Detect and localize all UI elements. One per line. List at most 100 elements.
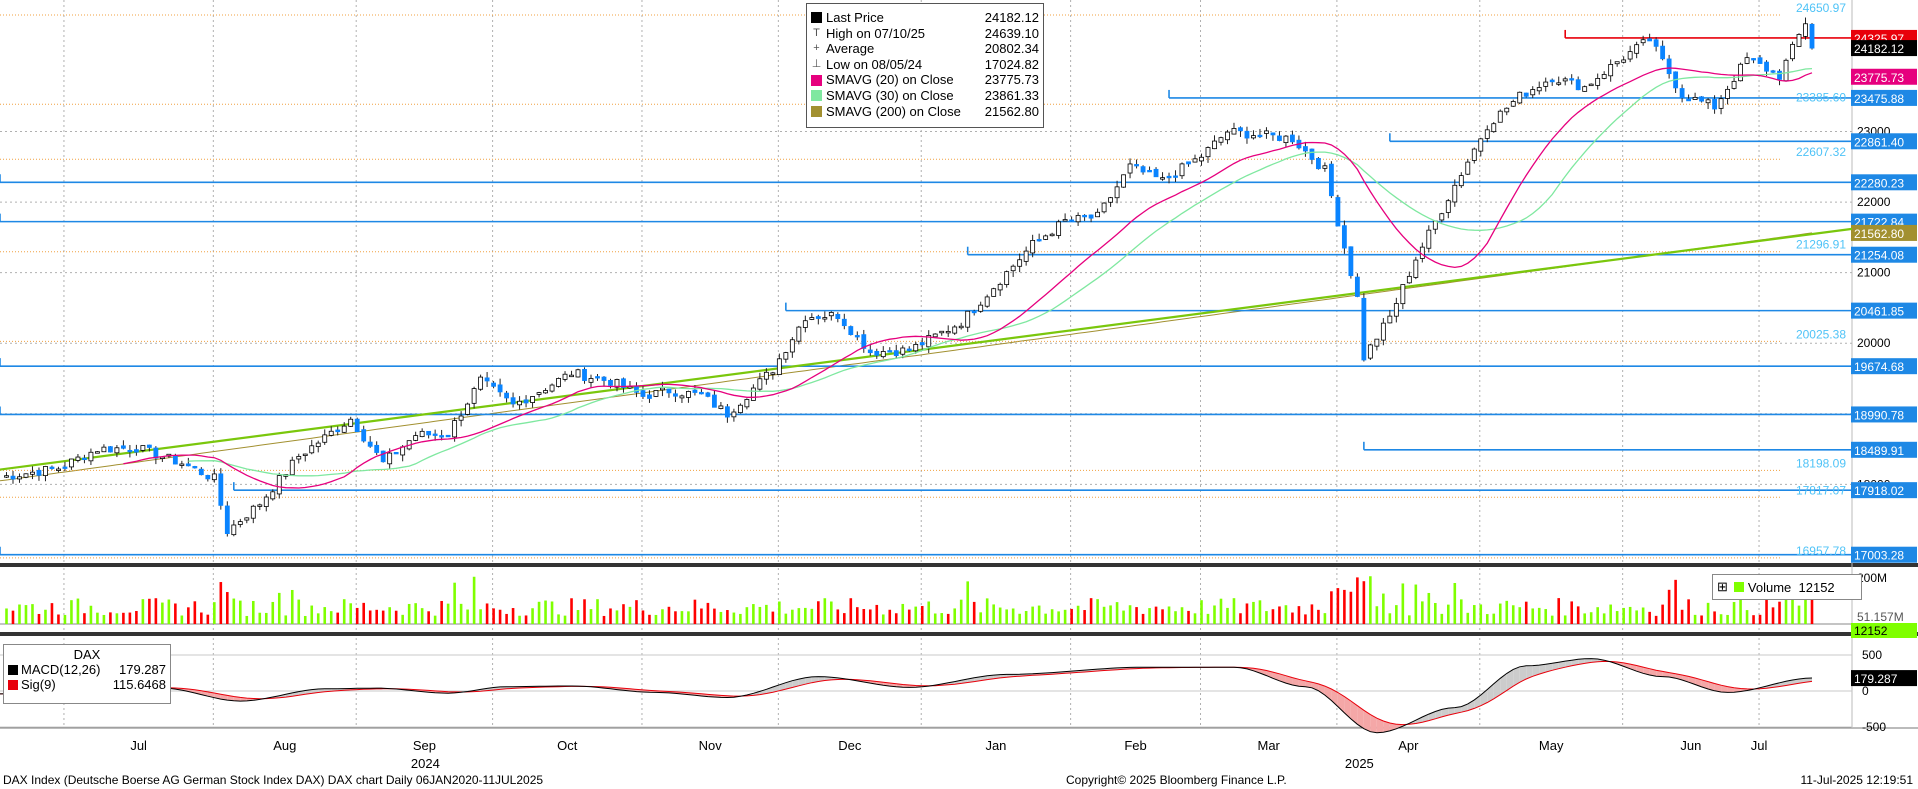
legend-item: SMAVG (20) on Close 23775.73 bbox=[811, 72, 1039, 88]
volume-bar-up bbox=[1583, 613, 1586, 624]
volume-bar-down bbox=[1304, 614, 1307, 624]
volume-bar-up bbox=[784, 613, 788, 624]
volume-bar-up bbox=[615, 610, 619, 624]
volume-bar-up bbox=[544, 600, 547, 624]
volume-bar-up bbox=[1518, 607, 1522, 624]
candle-up bbox=[1322, 165, 1328, 169]
macd-fill bbox=[1721, 685, 1728, 693]
candle-up bbox=[945, 331, 951, 334]
volume-bar-down bbox=[667, 606, 671, 624]
volume-bar-down bbox=[226, 592, 229, 624]
macd-fill bbox=[1266, 670, 1273, 679]
macd-fill bbox=[1370, 714, 1377, 733]
legend-label: Last Price bbox=[826, 10, 884, 25]
candle-up bbox=[413, 435, 419, 441]
volume-bar-up bbox=[18, 604, 21, 624]
level-value-label: 22280.23 bbox=[1854, 176, 1904, 190]
macd-fill bbox=[1714, 683, 1722, 692]
volume-bar-down bbox=[1648, 611, 1651, 624]
candle-up bbox=[75, 456, 81, 461]
candle-down bbox=[1341, 225, 1347, 249]
candle-down bbox=[893, 350, 899, 357]
volume-bar-up bbox=[791, 609, 794, 624]
volume-bar-up bbox=[1421, 601, 1424, 624]
candle-down bbox=[1653, 39, 1659, 47]
candle-up bbox=[452, 420, 458, 438]
volume-bar-up bbox=[979, 612, 982, 624]
macd-fill bbox=[766, 687, 773, 694]
candle-up bbox=[1517, 91, 1523, 104]
macd-fill bbox=[1292, 677, 1299, 687]
candle-up bbox=[69, 458, 74, 468]
candle-up bbox=[900, 347, 906, 355]
volume-bar-up bbox=[1453, 583, 1457, 624]
candle-up bbox=[679, 395, 685, 399]
volume-bar-up bbox=[5, 608, 8, 624]
candle-down bbox=[1809, 23, 1815, 49]
macd-fill bbox=[1708, 681, 1715, 691]
volume-bar-down bbox=[368, 610, 372, 624]
volume-bar-up bbox=[1206, 613, 1210, 624]
volume-bar-down bbox=[1687, 599, 1690, 624]
candle-up bbox=[1179, 163, 1185, 177]
level-value-label: 20461.85 bbox=[1854, 305, 1904, 319]
macd-legend-title: DAX bbox=[73, 647, 101, 662]
macd-fill bbox=[1279, 673, 1286, 684]
candle-up bbox=[536, 392, 542, 395]
candle-down bbox=[1290, 134, 1295, 143]
candle-down bbox=[1569, 78, 1575, 81]
candle-up bbox=[1471, 148, 1477, 161]
volume-bar-down bbox=[440, 600, 443, 624]
candle-up bbox=[1621, 59, 1627, 63]
candle-up bbox=[302, 453, 308, 456]
candle-up bbox=[1075, 215, 1081, 223]
macd-fill bbox=[1623, 662, 1631, 669]
volume-bar-up bbox=[1232, 598, 1236, 624]
candle-up bbox=[23, 473, 29, 478]
volume-swatch bbox=[1733, 582, 1744, 592]
volume-bar-up bbox=[557, 614, 560, 624]
candle-down bbox=[1647, 38, 1653, 42]
volume-bar-up bbox=[881, 614, 885, 624]
candle-up bbox=[932, 333, 938, 338]
volume-bar-up bbox=[1115, 602, 1119, 624]
volume-bar-down bbox=[1330, 591, 1333, 624]
candle-up bbox=[770, 372, 776, 375]
level-value-box bbox=[1851, 482, 1917, 499]
volume-bar-down bbox=[1310, 604, 1314, 624]
x-tick-label: Nov bbox=[699, 738, 723, 753]
candle-up bbox=[660, 387, 665, 391]
volume-bar-up bbox=[1628, 606, 1632, 624]
macd-fill bbox=[1467, 699, 1475, 711]
volume-bar-down bbox=[109, 612, 112, 624]
candle-down bbox=[887, 350, 893, 353]
candle-down bbox=[1244, 130, 1250, 139]
candle-up bbox=[1445, 200, 1451, 213]
volume-legend-toggle-icon[interactable]: ⊞ bbox=[1717, 579, 1728, 594]
right-value-box bbox=[1851, 224, 1917, 241]
volume-bar-up bbox=[1219, 598, 1223, 624]
candle-up bbox=[1264, 130, 1269, 134]
candle-up bbox=[575, 369, 581, 378]
volume-bar-down bbox=[394, 610, 398, 624]
candle-down bbox=[621, 378, 626, 389]
candle-down bbox=[1140, 166, 1146, 173]
candle-down bbox=[1069, 219, 1075, 222]
candle-up bbox=[114, 447, 120, 454]
volume-value-box bbox=[1851, 623, 1917, 638]
candle-down bbox=[906, 348, 912, 352]
volume-bar-up bbox=[1258, 600, 1262, 624]
volume-bar-up bbox=[1031, 606, 1034, 624]
candle-down bbox=[218, 473, 224, 506]
level-value-label: 21254.08 bbox=[1854, 249, 1904, 263]
volume-bar-down bbox=[843, 613, 846, 624]
volume-bar-up bbox=[1284, 605, 1288, 624]
volume-bar-down bbox=[1758, 614, 1762, 624]
volume-bar-up bbox=[1265, 611, 1268, 624]
candle-down bbox=[1712, 98, 1717, 110]
fib-label: 22607.32 bbox=[1796, 145, 1846, 159]
level-value-box bbox=[1851, 441, 1917, 458]
volume-bar-up bbox=[563, 615, 567, 624]
candle-up bbox=[789, 339, 795, 353]
candle-down bbox=[1679, 88, 1685, 99]
